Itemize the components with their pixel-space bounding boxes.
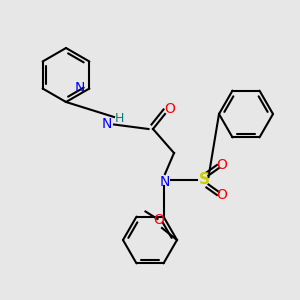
Text: S: S bbox=[199, 172, 209, 188]
Text: O: O bbox=[217, 188, 227, 202]
Text: O: O bbox=[164, 103, 175, 116]
Text: O: O bbox=[217, 158, 227, 172]
Text: N: N bbox=[74, 82, 85, 95]
Text: N: N bbox=[160, 175, 170, 188]
Text: O: O bbox=[154, 214, 164, 227]
Text: H: H bbox=[115, 112, 124, 125]
Text: N: N bbox=[101, 118, 112, 131]
